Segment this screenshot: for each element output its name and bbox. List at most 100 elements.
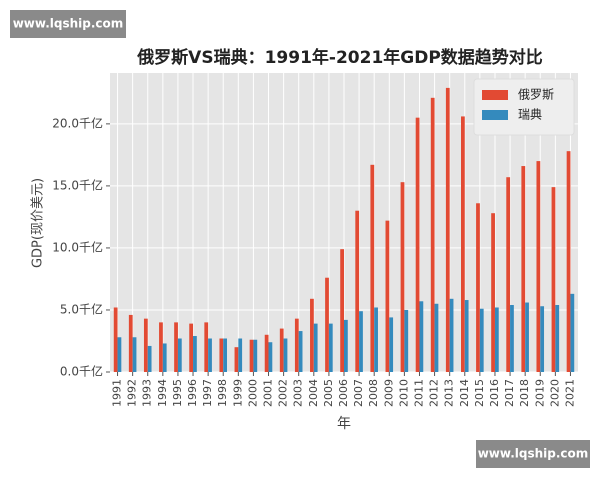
bar (177, 338, 182, 372)
bar (219, 338, 224, 372)
x-tick-label: 2003 (292, 379, 305, 407)
bar (359, 311, 363, 372)
bar (325, 277, 329, 372)
bar (253, 339, 258, 372)
legend-label: 瑞典 (518, 108, 542, 122)
x-tick-label: 2009 (382, 379, 395, 407)
x-tick-label: 2004 (307, 379, 320, 407)
x-tick-label: 2011 (412, 379, 425, 407)
legend-swatch (482, 90, 508, 100)
y-axis-label: GDP(现价美元) (31, 178, 46, 268)
bar (313, 323, 318, 372)
y-tick-label: 5.0千亿 (60, 301, 103, 316)
bar (434, 303, 439, 372)
bar (525, 302, 529, 372)
bar (461, 116, 465, 372)
bar (430, 97, 435, 372)
bar (328, 323, 333, 372)
x-tick-label: 2001 (262, 379, 275, 407)
bar (147, 345, 152, 372)
bar (506, 177, 511, 372)
legend-swatch (482, 110, 508, 120)
watermark-box (10, 10, 126, 38)
bar (128, 314, 133, 372)
x-tick-label: 1998 (216, 379, 229, 407)
bar (132, 337, 137, 372)
x-tick-label: 1992 (126, 379, 139, 407)
x-tick-label: 1991 (111, 379, 124, 407)
bar (415, 117, 420, 372)
x-tick-label: 2018 (518, 379, 531, 407)
bar (555, 305, 560, 372)
x-tick-label: 2006 (337, 379, 350, 407)
bar (404, 309, 409, 372)
bar (521, 166, 526, 372)
bar (566, 151, 571, 372)
x-tick-label: 1993 (141, 379, 154, 407)
bar (268, 342, 273, 372)
bar (249, 339, 254, 372)
bar (540, 306, 545, 372)
bar (264, 334, 269, 372)
bar (294, 318, 299, 372)
y-tick-label: 20.0千亿 (52, 115, 103, 130)
bar (193, 336, 197, 372)
bar (298, 331, 303, 372)
x-tick-label: 2019 (533, 379, 546, 407)
x-tick-label: 2013 (443, 379, 456, 407)
bar (449, 298, 454, 372)
x-tick-label: 2016 (488, 379, 501, 407)
x-tick-label: 2010 (397, 379, 410, 407)
x-tick-label: 2014 (458, 379, 471, 407)
bar (479, 308, 484, 372)
bar (223, 338, 227, 372)
x-tick-label: 2020 (548, 379, 561, 407)
x-tick-label: 2015 (473, 379, 486, 407)
bar (340, 249, 344, 372)
bar (283, 338, 288, 372)
x-tick-label: 1994 (156, 379, 169, 407)
bar (494, 307, 499, 372)
bar (159, 322, 163, 372)
x-axis-label: 年 (337, 416, 351, 432)
bar (445, 87, 450, 372)
bar (551, 187, 556, 372)
watermark-box (476, 440, 590, 468)
y-tick-label: 15.0千亿 (52, 177, 103, 192)
x-tick-label: 2021 (563, 379, 576, 407)
bar (208, 338, 212, 372)
legend-label: 俄罗斯 (518, 88, 554, 102)
bar (143, 318, 148, 372)
bar (238, 338, 243, 372)
x-tick-label: 2002 (277, 379, 290, 407)
x-tick-label: 1995 (171, 379, 184, 407)
bar (370, 164, 375, 372)
bar (476, 203, 480, 372)
x-tick-label: 1997 (201, 379, 214, 407)
bar (374, 307, 378, 372)
bar (117, 337, 122, 372)
bar (389, 317, 394, 372)
bar (464, 300, 469, 372)
x-tick-label: 2008 (367, 379, 380, 407)
bar (385, 220, 390, 372)
bar (279, 328, 284, 372)
x-tick-label: 1996 (186, 379, 199, 407)
y-tick-label: 0.0千亿 (60, 364, 103, 379)
bar (344, 319, 348, 372)
bar (491, 213, 495, 372)
bar (113, 307, 118, 372)
watermark: www.lqship.com (13, 17, 124, 31)
bar (204, 322, 209, 372)
bar (570, 293, 575, 372)
chart-title: 俄罗斯VS瑞典：1991年-2021年GDP数据趋势对比 (136, 47, 543, 68)
y-tick-label: 10.0千亿 (52, 239, 103, 254)
x-tick-label: 1999 (231, 379, 244, 407)
x-tick-label: 2005 (322, 379, 335, 407)
bar (162, 343, 167, 372)
bar (510, 305, 514, 372)
x-tick-label: 2017 (503, 379, 516, 407)
bar (189, 323, 194, 372)
x-tick-label: 2007 (352, 379, 365, 407)
watermark: www.lqship.com (478, 447, 589, 461)
